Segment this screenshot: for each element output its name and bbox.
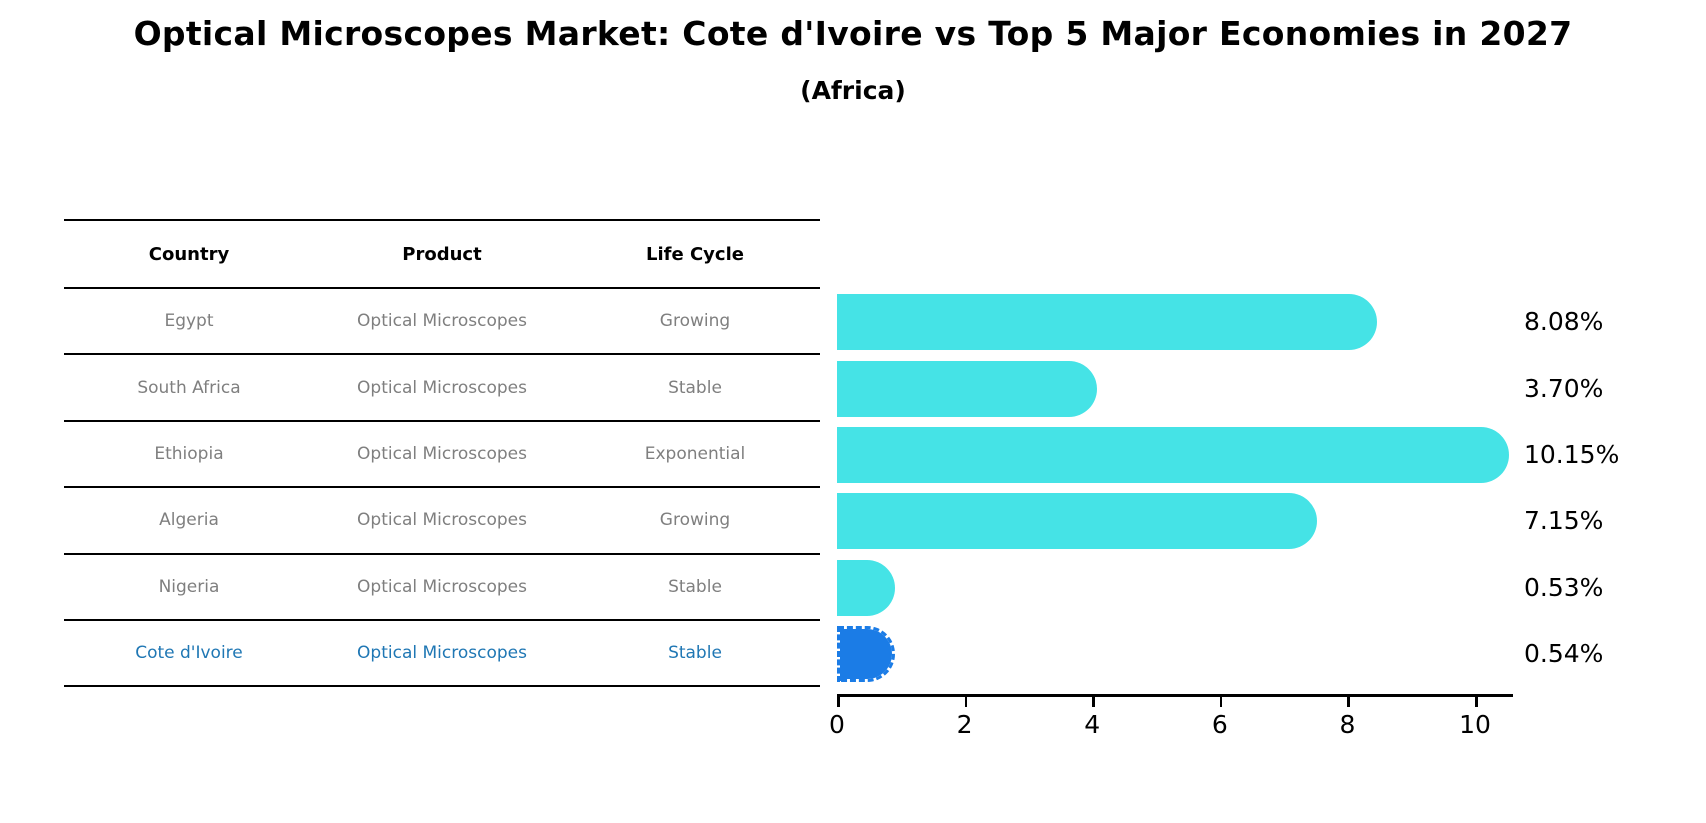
country-cell: Algeria xyxy=(159,510,219,531)
country-cell: Cote d'Ivoire xyxy=(135,643,243,664)
market-share-bar xyxy=(837,493,1318,550)
market-share-bar xyxy=(837,294,1377,351)
table-row: Egypt Optical Microscopes Growing xyxy=(64,289,820,356)
bar-value-label: 8.08% xyxy=(1524,307,1604,337)
x-axis-tick xyxy=(1219,696,1223,707)
x-axis-tick-label: 2 xyxy=(956,710,973,739)
x-axis-tick-label: 0 xyxy=(829,710,845,739)
bar-value-label: 0.54% xyxy=(1524,639,1604,669)
x-axis-tick-label: 8 xyxy=(1339,710,1356,739)
bar-value-label: 10.15% xyxy=(1524,440,1620,469)
product-cell: Optical Microscopes xyxy=(357,576,527,597)
table-body: Egypt Optical Microscopes Growing South Afr… xyxy=(64,289,820,688)
table-row: Algeria Optical Microscopes Growing xyxy=(64,488,820,555)
table-row: Ethiopia Optical Microscopes Exponential xyxy=(64,422,820,489)
market-share-bar-highlight xyxy=(837,626,896,683)
column-header-lifecycle: Life Cycle xyxy=(646,243,744,265)
market-share-bar xyxy=(837,427,1509,483)
page-subtitle: (Africa) xyxy=(800,76,906,105)
country-cell: Ethiopia xyxy=(154,443,224,464)
x-axis-tick xyxy=(1347,696,1350,707)
country-cell: Egypt xyxy=(164,311,214,332)
x-axis-tick xyxy=(1475,696,1478,707)
lifecycle-cell: Stable xyxy=(668,643,722,664)
bar-value-label: 0.53% xyxy=(1524,572,1604,602)
country-table: Country Product Life Cycle Egypt Optical … xyxy=(64,219,820,688)
bar-value-label: 3.70% xyxy=(1524,373,1604,403)
table-row: South Africa Optical Microscopes Stable xyxy=(64,355,820,422)
table-header-row: Country Product Life Cycle xyxy=(64,221,820,289)
x-axis-tick-label: 10 xyxy=(1459,710,1491,739)
lifecycle-cell: Stable xyxy=(668,576,722,597)
market-share-bar xyxy=(837,360,1098,417)
x-axis-tick-label: 6 xyxy=(1211,710,1228,739)
product-cell: Optical Microscopes xyxy=(357,377,527,398)
table-row: Cote d'Ivoire Optical Microscopes Stable xyxy=(64,621,820,688)
product-cell: Optical Microscopes xyxy=(357,643,527,664)
product-cell: Optical Microscopes xyxy=(357,443,527,464)
page-title: Optical Microscopes Market: Cote d'Ivoir… xyxy=(133,14,1573,53)
lifecycle-cell: Growing xyxy=(659,311,731,332)
column-header-country: Country xyxy=(148,243,230,265)
country-cell: South Africa xyxy=(137,377,241,398)
x-axis-tick xyxy=(1092,696,1095,707)
x-axis-tick xyxy=(964,696,968,707)
lifecycle-cell: Stable xyxy=(668,377,722,398)
product-cell: Optical Microscopes xyxy=(357,510,527,531)
bar-value-label: 7.15% xyxy=(1524,506,1604,536)
x-axis-tick-label: 4 xyxy=(1084,710,1101,739)
market-share-bar xyxy=(837,559,895,616)
x-axis-tick xyxy=(837,696,840,707)
x-axis-line xyxy=(837,694,1513,697)
table-row: Nigeria Optical Microscopes Stable xyxy=(64,555,820,621)
lifecycle-cell: Exponential xyxy=(644,443,746,464)
lifecycle-cell: Growing xyxy=(659,510,731,531)
column-header-product: Product xyxy=(402,243,482,265)
product-cell: Optical Microscopes xyxy=(357,311,527,332)
country-cell: Nigeria xyxy=(158,576,220,597)
